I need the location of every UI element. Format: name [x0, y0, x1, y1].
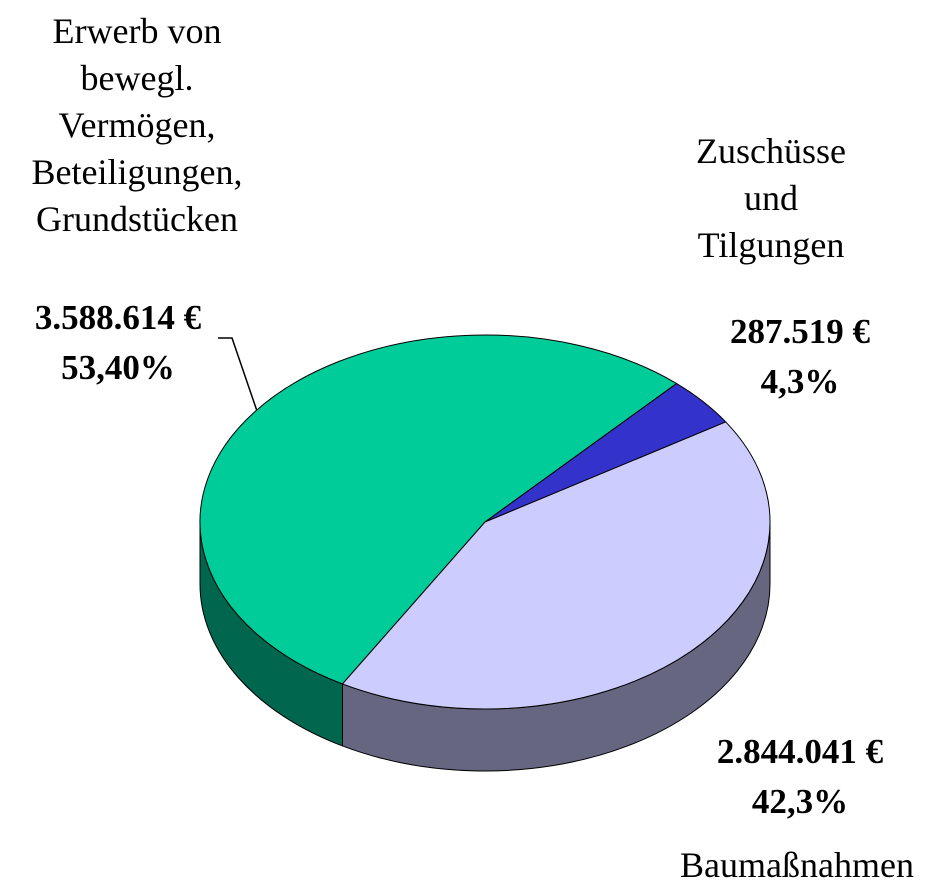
category-label: Zuschüsse und Tilgungen	[696, 131, 846, 265]
slice	[199, 334, 678, 685]
value-label: 287.519 €	[730, 312, 870, 351]
value-label: 3.588.614 €	[34, 298, 202, 337]
leader-line	[218, 337, 259, 415]
share-label: 53,40%	[61, 348, 175, 387]
share-label: 4,3%	[760, 362, 840, 401]
slice	[341, 421, 771, 710]
value-label: 2.844.041 €	[716, 732, 884, 771]
category-label: Baumaßnahmen	[680, 845, 914, 885]
share-label: 42,3%	[751, 782, 849, 821]
category-label: Erwerb von bewegl. Vermögen, Beteiligung…	[31, 11, 243, 239]
